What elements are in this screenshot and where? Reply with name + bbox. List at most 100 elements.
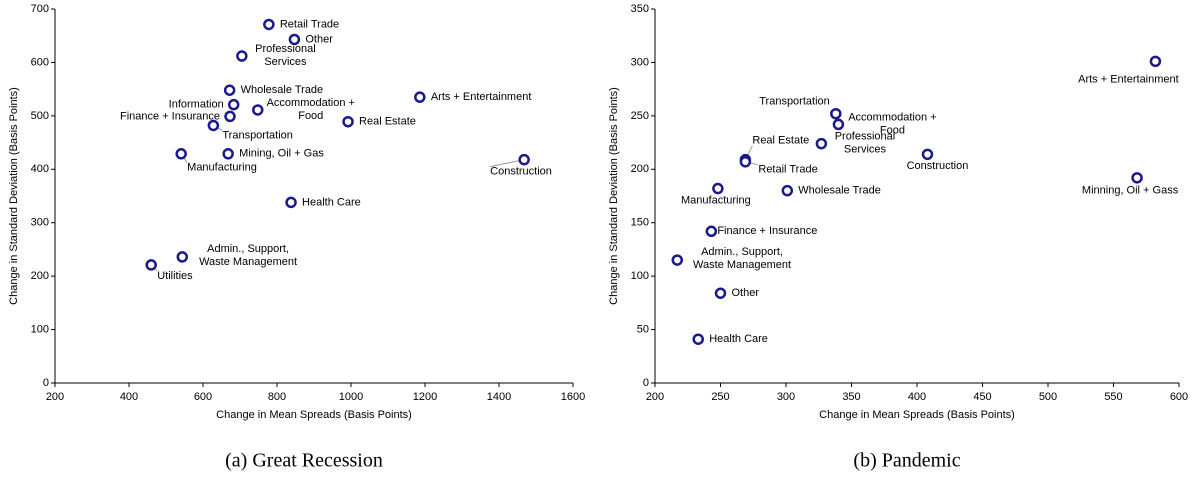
point-label: Professional: [255, 43, 316, 55]
x-tick-label: 300: [777, 391, 795, 403]
y-tick-label: 500: [31, 110, 49, 122]
y-tick-label: 100: [31, 323, 49, 335]
x-tick-label: 400: [120, 391, 138, 403]
point: [739, 156, 752, 168]
point: [921, 148, 934, 161]
point-label: Construction: [490, 166, 552, 178]
x-tick-label: 200: [646, 391, 664, 403]
point-label: Other: [732, 287, 760, 299]
point-label: Mining, Oil + Gas: [239, 148, 324, 160]
point-label: Finance + Insurance: [120, 110, 220, 122]
point: [224, 110, 236, 123]
y-tick-label: 0: [643, 377, 649, 389]
point: [207, 119, 220, 132]
point-label: Finance + Insurance: [717, 225, 817, 237]
point-label: Transportation: [222, 129, 293, 141]
y-tick-label: 400: [31, 163, 49, 175]
x-tick-label: 1400: [487, 391, 511, 403]
point: [692, 333, 704, 345]
point-label: Real Estate: [359, 116, 416, 128]
point-label: Waste Management: [693, 259, 791, 271]
x-tick-label: 400: [908, 391, 926, 403]
point-label: Real Estate: [752, 135, 809, 147]
y-tick-label: 250: [631, 110, 649, 122]
point-label: Retail Trade: [758, 164, 817, 176]
point-label: Utilities: [157, 270, 193, 282]
point: [705, 225, 718, 238]
point: [781, 184, 794, 197]
y-tick-label: 300: [31, 217, 49, 229]
point-label: Information: [169, 99, 224, 111]
point-label: Services: [264, 56, 307, 68]
point: [342, 115, 354, 128]
point: [518, 153, 530, 166]
y-tick-label: 600: [31, 56, 49, 68]
point: [815, 137, 828, 150]
point: [288, 33, 301, 46]
x-axis-title: Change in Mean Spreads (Basis Points): [216, 409, 412, 421]
point-label: Wholesale Trade: [798, 185, 881, 197]
point: [712, 182, 724, 195]
point: [252, 104, 264, 116]
point: [414, 91, 426, 103]
point-label: Health Care: [709, 333, 768, 345]
y-tick-label: 0: [43, 377, 49, 389]
point: [671, 254, 684, 266]
caption: (b) Pandemic: [853, 450, 960, 472]
y-tick-label: 100: [631, 270, 649, 282]
point-label: Services: [844, 144, 887, 156]
x-tick-label: 1600: [561, 391, 585, 403]
point: [222, 148, 234, 160]
point-label: Minning, Oil + Gass: [1082, 185, 1179, 197]
point: [1149, 55, 1162, 68]
chart: 0 100 200 300 400 500 600 700 200 400 600 800 1000 12…: [8, 3, 585, 472]
y-tick-label: 150: [631, 217, 649, 229]
y-tick-label: 300: [631, 56, 649, 68]
x-tick-label: 550: [1104, 391, 1122, 403]
point: [263, 18, 275, 31]
point-label: Transportation: [759, 96, 830, 108]
point-label: Other: [305, 33, 333, 45]
point-label: Wholesale Trade: [241, 84, 324, 96]
point: [175, 148, 187, 160]
point: [285, 196, 297, 209]
point-label: Accommodation +: [267, 97, 355, 109]
point: [714, 287, 727, 299]
point-label: Professional: [835, 131, 896, 143]
point-label: Food: [298, 110, 323, 122]
x-tick-label: 200: [46, 391, 64, 403]
point: [832, 118, 845, 131]
y-tick-label: 50: [637, 323, 649, 335]
caption: (a) Great Recession: [225, 450, 383, 472]
y-tick-label: 350: [631, 3, 649, 15]
point-label: Admin., Support,: [207, 243, 289, 255]
x-tick-label: 800: [268, 391, 286, 403]
point-label: Food: [880, 124, 905, 136]
point: [830, 107, 842, 120]
x-tick-label: 1200: [413, 391, 437, 403]
point-label: Waste Management: [199, 256, 297, 268]
point: [145, 259, 157, 271]
point-label: Manufacturing: [681, 194, 751, 206]
leader-line: [490, 159, 525, 168]
point: [236, 50, 248, 62]
point: [176, 251, 189, 263]
x-tick-label: 450: [973, 391, 991, 403]
chart: 0 50 100 150 200 250 300 350 200 250 300 350 400 450 5…: [608, 3, 1188, 472]
x-tick-label: 500: [1039, 391, 1057, 403]
point-label: Retail Trade: [280, 18, 339, 30]
y-tick-label: 200: [631, 163, 649, 175]
point-label: Arts + Entertainment: [431, 91, 532, 103]
x-tick-label: 250: [711, 391, 729, 403]
x-tick-label: 350: [842, 391, 860, 403]
point: [223, 84, 236, 96]
y-tick-label: 200: [31, 270, 49, 282]
x-tick-label: 600: [1170, 391, 1188, 403]
point-label: Admin., Support,: [701, 246, 783, 258]
point-label: Arts + Entertainment: [1078, 73, 1179, 85]
point: [1131, 172, 1143, 184]
y-tick-label: 700: [31, 3, 49, 15]
x-tick-label: 1000: [339, 391, 363, 403]
point: [227, 98, 240, 111]
